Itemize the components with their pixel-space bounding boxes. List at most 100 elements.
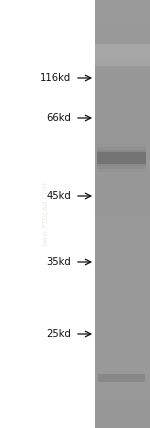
Bar [94, 41, 150, 43]
Bar [94, 327, 150, 330]
Bar [94, 336, 150, 338]
Bar [94, 175, 150, 178]
Bar [94, 83, 150, 86]
Bar [94, 137, 150, 139]
Bar [94, 310, 150, 312]
Bar [94, 325, 150, 327]
Bar [94, 223, 150, 225]
Bar [94, 308, 150, 310]
Bar [94, 392, 150, 394]
Bar [94, 259, 150, 261]
Bar [94, 92, 150, 94]
Bar [94, 86, 150, 88]
Bar [94, 201, 150, 203]
Bar [94, 0, 150, 2]
Bar [94, 39, 150, 41]
Bar [94, 90, 150, 92]
Bar [94, 400, 150, 402]
Bar [94, 146, 150, 148]
Bar [94, 45, 150, 47]
Bar [94, 409, 150, 411]
Bar [94, 297, 150, 300]
Bar [94, 169, 150, 171]
Bar [94, 379, 150, 381]
Bar [94, 402, 150, 404]
Bar [94, 24, 150, 26]
Bar [94, 231, 150, 233]
Bar [94, 293, 150, 295]
Text: www.PTGLAB.COM: www.PTGLAB.COM [42, 181, 48, 247]
Bar [94, 374, 150, 377]
Bar [94, 105, 150, 107]
Bar [94, 116, 150, 118]
Bar [94, 77, 150, 79]
Bar [94, 212, 150, 214]
Bar [94, 370, 150, 372]
Bar [94, 180, 150, 182]
Bar [94, 377, 150, 379]
Bar [94, 220, 150, 223]
Bar [94, 424, 150, 426]
Bar [94, 13, 150, 15]
Bar [94, 94, 150, 96]
Bar [94, 4, 150, 6]
Bar [94, 197, 150, 199]
Bar [94, 30, 150, 32]
Bar [94, 195, 150, 197]
Bar [94, 347, 150, 349]
Bar [94, 272, 150, 274]
Bar [94, 21, 150, 24]
Bar [94, 317, 150, 319]
Bar [94, 124, 150, 126]
Bar [94, 205, 150, 208]
Bar [94, 253, 150, 255]
Bar [94, 66, 150, 68]
Bar [94, 364, 150, 366]
Bar [96, 144, 146, 172]
Bar [94, 118, 150, 120]
Bar [94, 199, 150, 201]
Bar [94, 2, 150, 4]
Bar [94, 32, 150, 34]
Bar [94, 351, 150, 353]
Bar [94, 133, 150, 135]
Bar [94, 210, 150, 212]
Bar [94, 15, 150, 17]
Bar [94, 398, 150, 400]
Bar [94, 71, 150, 73]
Bar [94, 287, 150, 289]
Bar [94, 158, 150, 160]
Bar [94, 330, 150, 332]
Bar [94, 372, 150, 374]
Bar [94, 150, 150, 152]
Bar [94, 190, 150, 193]
Bar [94, 156, 150, 158]
Bar [94, 122, 150, 124]
Bar [94, 362, 150, 364]
Text: 45kd: 45kd [46, 191, 71, 201]
Bar [94, 36, 150, 39]
Bar [94, 366, 150, 368]
Bar [94, 188, 150, 190]
Bar [94, 338, 150, 340]
Bar [94, 323, 150, 325]
Bar [94, 126, 150, 128]
Bar [94, 81, 150, 83]
Bar [94, 417, 150, 419]
Bar [94, 225, 150, 227]
Bar [94, 173, 150, 175]
Bar [94, 319, 150, 321]
Bar [94, 131, 150, 133]
Bar [94, 49, 150, 51]
Bar [94, 315, 150, 317]
Bar [94, 285, 150, 287]
Bar [94, 139, 150, 141]
Bar [94, 58, 150, 60]
Bar [94, 248, 150, 250]
Bar [94, 233, 150, 235]
Bar [94, 141, 150, 143]
Bar [94, 193, 150, 195]
Bar [94, 302, 150, 304]
Bar [94, 235, 150, 238]
Bar [94, 263, 150, 265]
